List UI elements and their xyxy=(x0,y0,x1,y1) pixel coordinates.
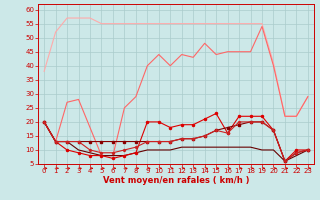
X-axis label: Vent moyen/en rafales ( km/h ): Vent moyen/en rafales ( km/h ) xyxy=(103,176,249,185)
